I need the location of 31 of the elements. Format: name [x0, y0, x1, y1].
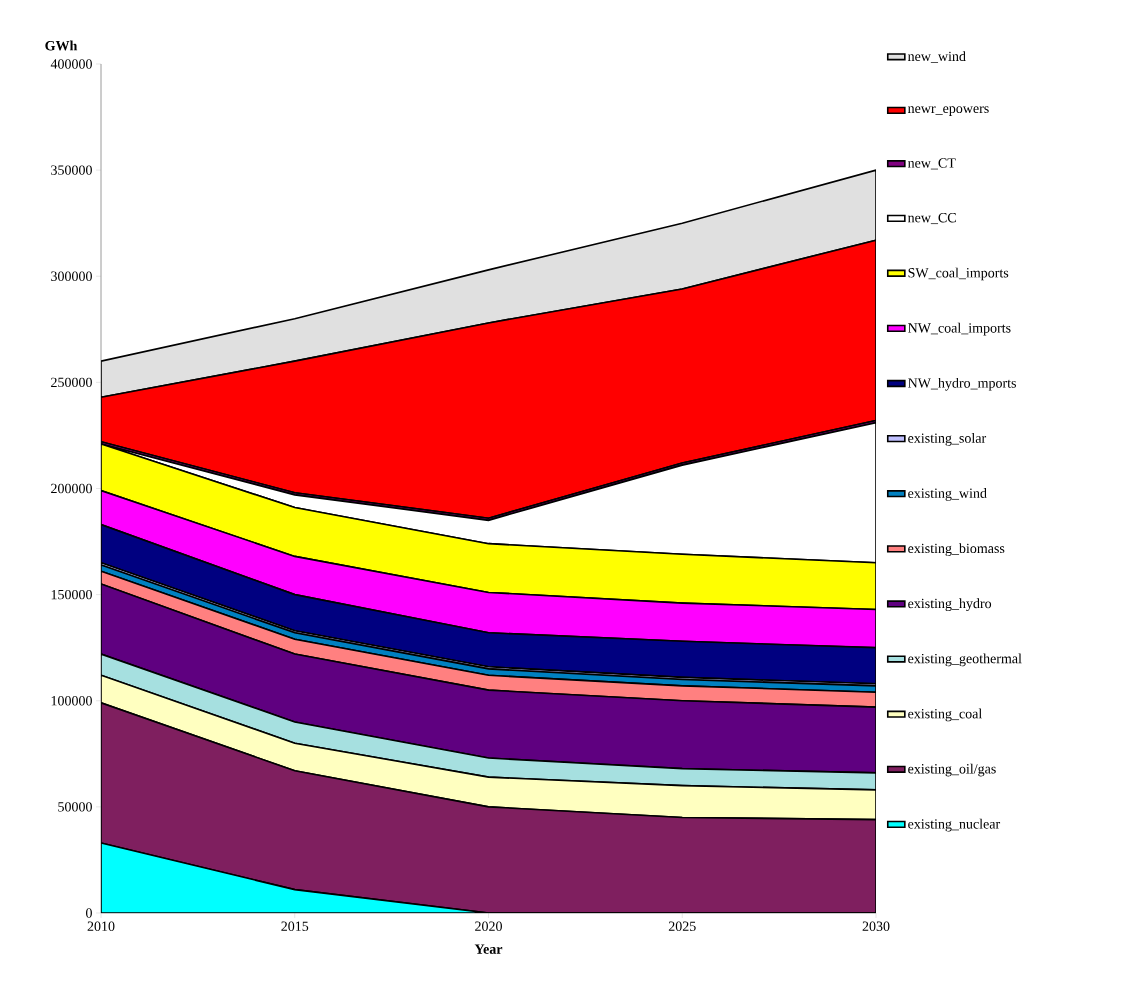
y-tick-label: 50000 [58, 802, 92, 812]
y-tick-label: 350000 [51, 165, 92, 175]
legend-label: existing_geothermal [908, 653, 1022, 667]
legend-label: existing_nuclear [908, 818, 1001, 832]
x-tick-label: 2030 [862, 921, 890, 931]
y-tick-label: 300000 [51, 271, 92, 281]
legend-label: existing_wind [908, 488, 987, 501]
legend-label: new_wind [907, 51, 966, 63]
x-tick-label: 2025 [668, 921, 696, 931]
y-axis-title: GWh [45, 40, 78, 51]
legend-label: SW_coal_imports [908, 267, 1009, 281]
y-tick-label: 250000 [51, 377, 92, 388]
y-tick-label: 100000 [51, 696, 92, 706]
legend-label: new_CT [907, 158, 956, 170]
legend-label: existing_solar [908, 432, 987, 446]
legend-label: new_CC [907, 212, 956, 225]
legend-label: existing_biomass [908, 543, 1005, 556]
legend-label: NW_coal_imports [908, 322, 1011, 336]
legend-label: existing_coal [908, 708, 982, 722]
legend-label: NW_hydro_mports [908, 377, 1016, 391]
y-tick-label: 400000 [50, 59, 92, 69]
legend-label: existing_oil/gas [908, 763, 996, 777]
y-tick-label: 0 [86, 908, 92, 918]
legend-label: existing_hydro [908, 598, 992, 612]
y-tick-label: 150000 [51, 589, 92, 600]
x-tick-label: 2015 [281, 921, 309, 931]
x-tick-label: 2020 [475, 921, 502, 931]
x-axis-title: Year [474, 944, 503, 954]
legend-label: newr_epowers [907, 106, 989, 116]
y-tick-label: 200000 [51, 483, 92, 494]
x-tick-label: 2010 [87, 921, 115, 931]
